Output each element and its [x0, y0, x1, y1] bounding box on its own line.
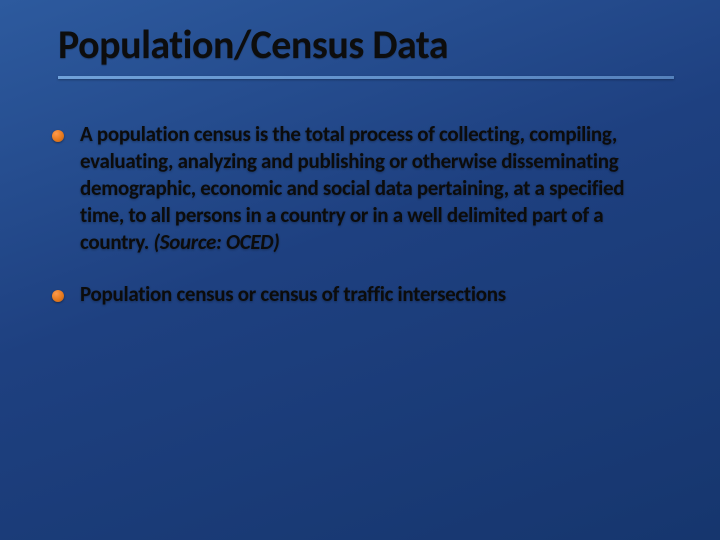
bullet-icon [52, 290, 64, 302]
slide-title: Population/Census Data [58, 24, 674, 66]
bullet-icon [52, 130, 64, 142]
bullet-text: Population census or census of traffic i… [80, 281, 506, 308]
title-block: Population/Census Data [46, 24, 674, 93]
bullet-main: Population census or census of traffic i… [80, 281, 506, 307]
list-item: A population census is the total process… [52, 121, 668, 255]
list-item: Population census or census of traffic i… [52, 281, 668, 308]
bullet-source: (Source: OCED) [153, 229, 279, 255]
title-underline [58, 76, 674, 79]
slide: Population/Census Data A population cens… [0, 0, 720, 540]
content-area: A population census is the total process… [46, 121, 674, 308]
bullet-text: A population census is the total process… [80, 121, 668, 255]
